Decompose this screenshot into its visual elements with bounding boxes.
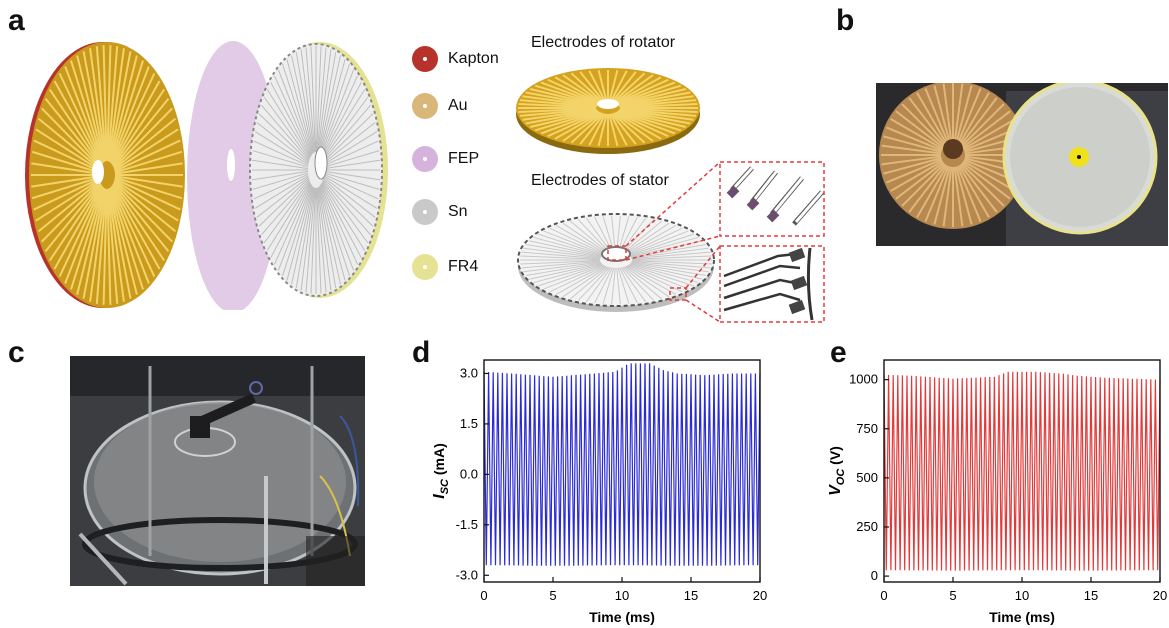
legend-fr4: FR4 (412, 254, 478, 280)
legend-kapton: Kapton (412, 46, 499, 72)
y-tick-label: 500 (856, 470, 878, 485)
x-tick-label: 20 (1153, 588, 1167, 603)
rotator-electrode-illustration (516, 68, 700, 154)
photo-rotator-stator (876, 83, 1168, 246)
legend-label: FEP (448, 150, 480, 167)
x-tick-label: 10 (1015, 588, 1029, 603)
y-tick-label: 3.0 (460, 365, 478, 380)
y-tick-label: 1.5 (460, 416, 478, 431)
panel-label-a: a (8, 4, 25, 37)
x-tick-label: 0 (880, 588, 887, 603)
panel-label-e: e (830, 336, 847, 369)
legend-au: Au (412, 93, 468, 119)
x-axis-label: Time (ms) (589, 609, 655, 625)
isc-chart: 0 5 10 15 20 3.0 1.5 0.0 -1.5 -3.0 Time (ms) ISC (m… (431, 359, 767, 625)
exploded-disc-illustration (25, 41, 388, 310)
legend-label: Au (448, 97, 468, 114)
y-tick-label: -1.5 (456, 517, 478, 532)
y-tick-label: 750 (856, 421, 878, 436)
panel-label-c: c (8, 336, 25, 369)
x-tick-label: 20 (753, 588, 767, 603)
kapton-swatch-icon (412, 46, 438, 72)
fep-swatch-icon (412, 146, 438, 172)
signal-series-line (883, 371, 1161, 571)
y-axis-label: ISC (mA) (431, 443, 451, 499)
signal-series-line (483, 363, 761, 566)
voc-chart: 0 5 10 15 20 1000 750 500 250 0 Time (ms) VOC (V) (827, 359, 1167, 625)
legend-label: FR4 (448, 258, 479, 275)
y-tick-label: 1000 (849, 372, 878, 387)
stator-electrode-illustration (517, 161, 825, 323)
y-axis-label: VOC (V) (827, 446, 847, 496)
x-tick-label: 10 (615, 588, 629, 603)
x-tick-label: 15 (684, 588, 698, 603)
x-tick-label: 0 (480, 588, 487, 603)
y-tick-label: 0 (871, 568, 878, 583)
au-swatch-icon (412, 93, 438, 119)
legend-fep: FEP (412, 146, 479, 172)
rotator-caption: Electrodes of rotator (531, 34, 676, 51)
panel-label-d: d (412, 336, 431, 369)
x-tick-label: 15 (1084, 588, 1098, 603)
zoom-inset-bottom (719, 245, 825, 323)
legend-label: Kapton (448, 50, 499, 67)
y-tick-label: -3.0 (456, 567, 478, 582)
legend-sn: Sn (412, 199, 468, 225)
stator-disc (249, 42, 388, 298)
y-tick-label: 250 (856, 519, 878, 534)
y-tick-label: 0.0 (460, 466, 478, 481)
panel-label-b: b (836, 4, 855, 37)
fr4-swatch-icon (412, 254, 438, 280)
zoom-inset-top (719, 161, 825, 237)
legend-label: Sn (448, 203, 468, 220)
x-axis-label: Time (ms) (989, 609, 1055, 625)
x-tick-label: 5 (949, 588, 956, 603)
rotator-disc (25, 42, 185, 308)
callout-lines (607, 161, 721, 323)
photo-assembled-device (70, 356, 365, 586)
stator-caption: Electrodes of stator (531, 172, 669, 189)
sn-swatch-icon (412, 199, 438, 225)
x-tick-label: 5 (549, 588, 556, 603)
